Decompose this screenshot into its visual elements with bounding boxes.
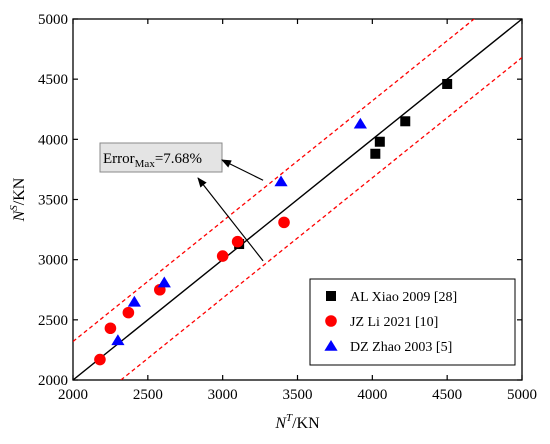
- x-tick-label: 4500: [432, 387, 462, 403]
- axis-ticks: 2000 2500 3000 3500 4000 4500 5000 2000 2500 3000…: [38, 12, 537, 403]
- annotation-subscript: Max: [135, 158, 156, 170]
- legend-label: DZ Zhao 2003 [5]: [350, 340, 452, 355]
- legend-label: AL Xiao 2009 [28]: [350, 290, 457, 305]
- triangle-marker: [111, 334, 125, 346]
- y-tick-label: 3000: [38, 253, 68, 269]
- y-tick-label: 3500: [38, 193, 68, 209]
- annotation-box: [99, 142, 223, 173]
- y-tick-label: 2000: [38, 373, 68, 389]
- square-marker: [374, 136, 385, 147]
- legend-square-marker: [326, 291, 336, 301]
- lower-bound-line: [120, 57, 522, 380]
- circle-marker: [216, 250, 229, 262]
- circle-marker: [122, 306, 135, 319]
- y-tick-label: 4000: [38, 132, 68, 148]
- triangle-marker: [127, 295, 141, 307]
- circle-marker: [278, 216, 290, 229]
- square-marker: [400, 116, 411, 127]
- x-tick-label: 2500: [133, 387, 163, 403]
- x-tick-label: 5000: [507, 387, 537, 403]
- annotation-arrow-lower: [197, 177, 264, 262]
- annotation-suffix: =7.68%: [155, 151, 202, 167]
- annotation-prefix: Error: [103, 151, 135, 167]
- y-tick-label: 2500: [38, 313, 68, 329]
- triangle-marker: [274, 175, 288, 187]
- x-axis-label: NT/KN: [274, 412, 320, 432]
- circle-marker: [104, 322, 117, 335]
- legend-box: [309, 278, 516, 366]
- data-points: [94, 78, 453, 366]
- annotation-text: ErrorMax=7.68%: [103, 151, 202, 170]
- upper-bound-line: [73, 19, 476, 342]
- error-annotation: ErrorMax=7.68%: [99, 142, 264, 262]
- x-tick-label: 3000: [208, 387, 238, 403]
- y-tick-label: 4500: [38, 72, 68, 88]
- y-axis-label: NS/KN: [8, 177, 28, 222]
- annotation-arrow-upper: [221, 159, 264, 181]
- triangle-marker: [353, 117, 367, 129]
- legend-triangle-marker: [324, 340, 338, 351]
- x-tick-label: 3500: [283, 387, 313, 403]
- legend-label: JZ Li 2021 [10]: [350, 315, 438, 330]
- triangle-marker: [157, 276, 171, 288]
- x-tick-label: 4000: [357, 387, 387, 403]
- circle-marker: [94, 353, 106, 366]
- circle-marker: [231, 235, 244, 248]
- legend-circle-marker: [325, 315, 337, 327]
- square-marker: [370, 148, 381, 159]
- y-tick-label: 5000: [38, 12, 68, 28]
- square-marker: [442, 78, 453, 89]
- legend: AL Xiao 2009 [28] JZ Li 2021 [10] DZ Zhao …: [309, 278, 516, 366]
- x-tick-label: 2000: [58, 387, 88, 403]
